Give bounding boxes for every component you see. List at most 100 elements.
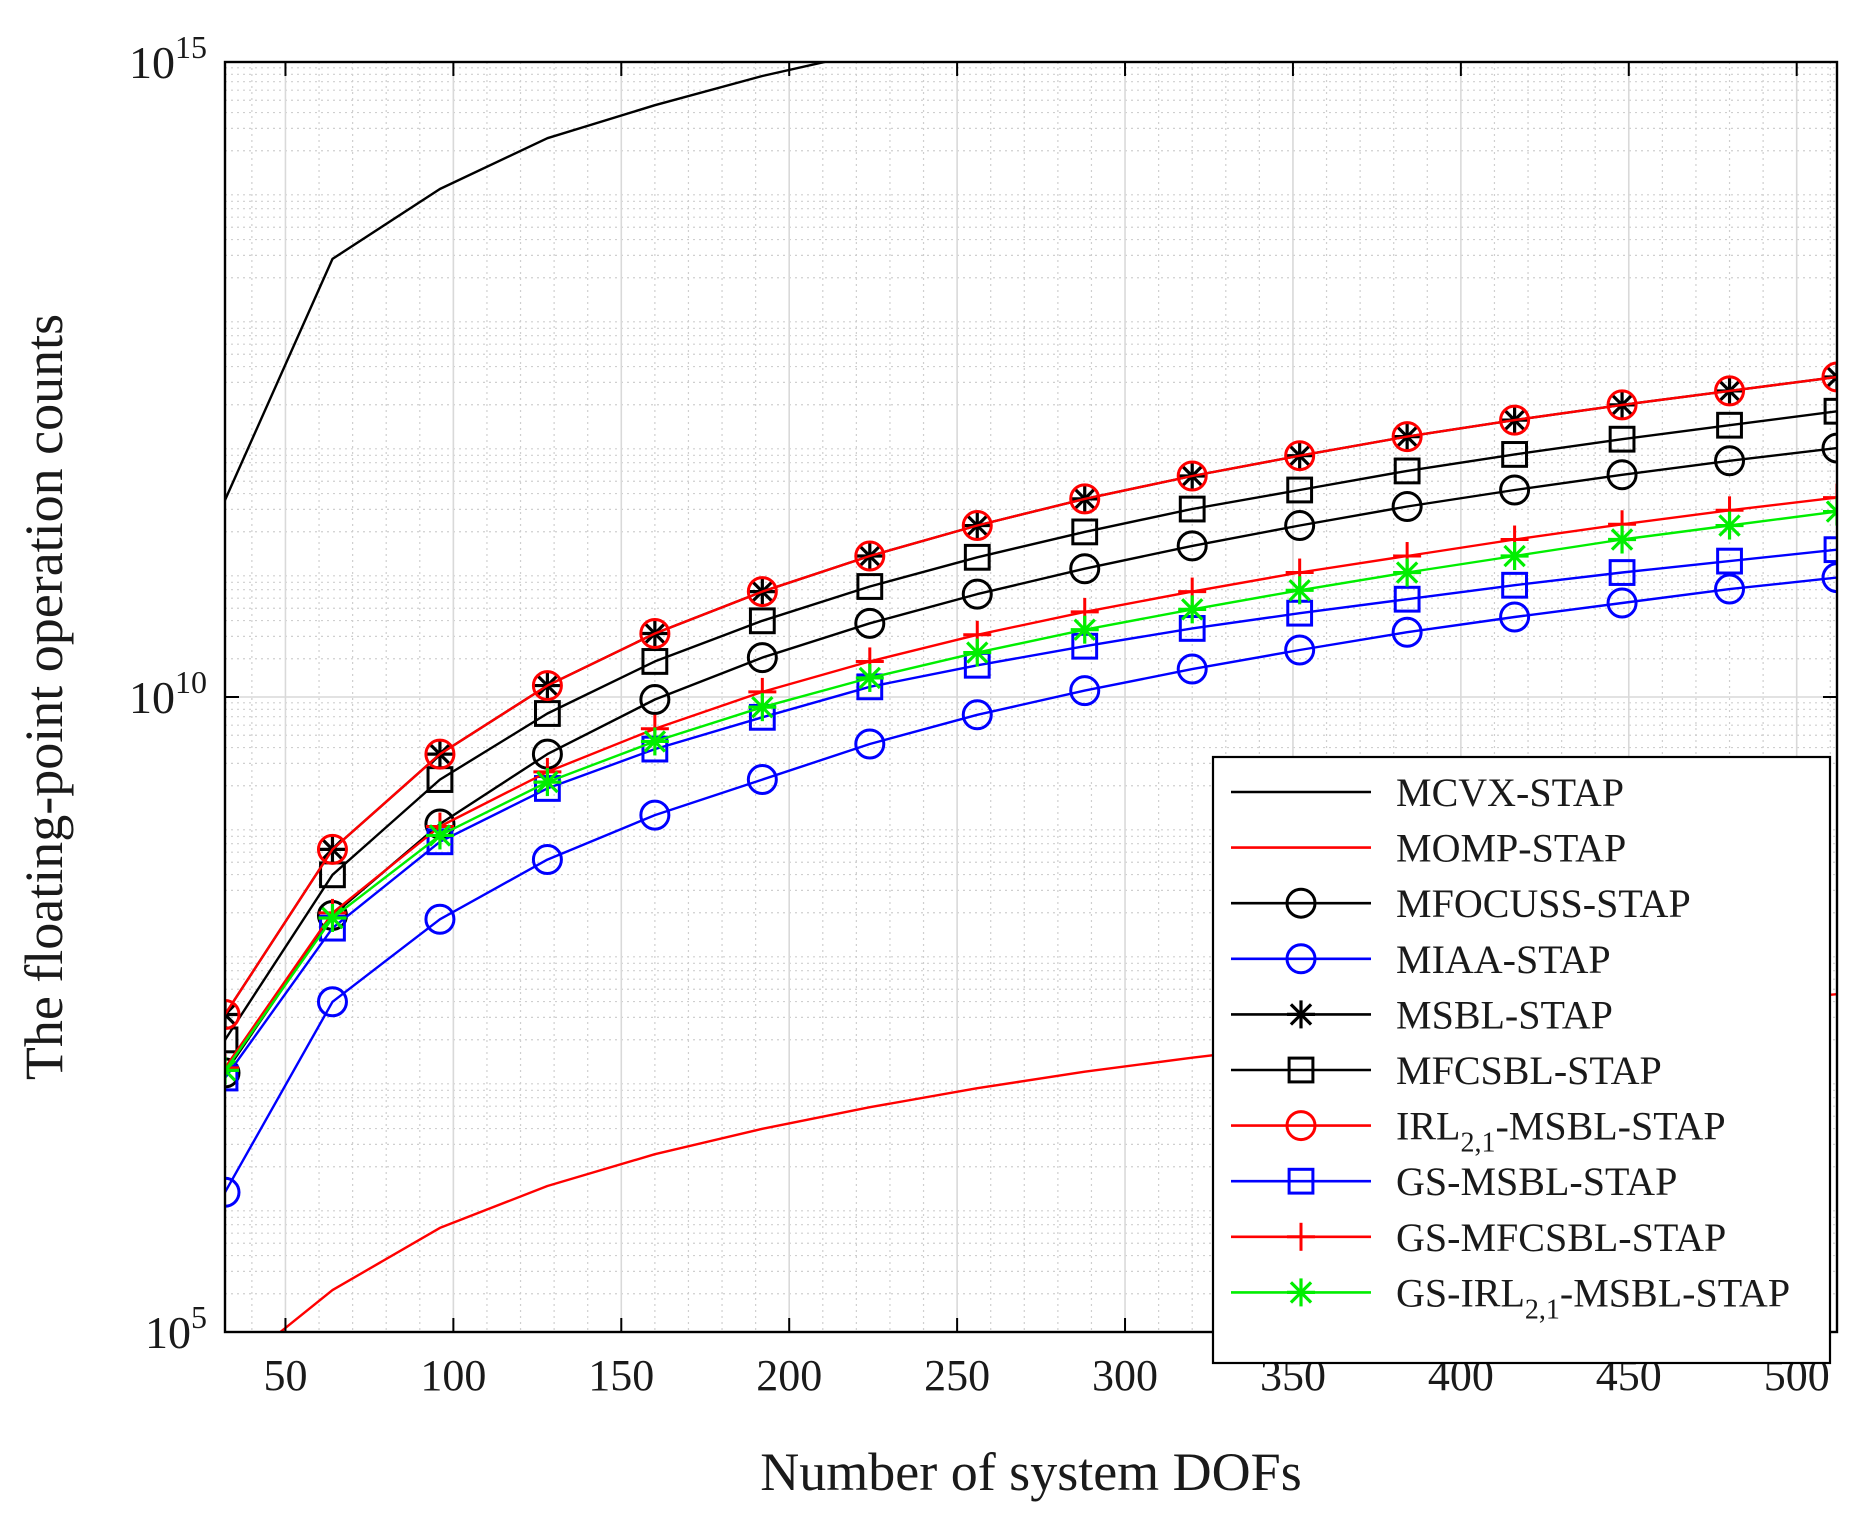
marker-square bbox=[1608, 559, 1636, 586]
marker-circle bbox=[639, 618, 671, 649]
legend-item: MFOCUSS-STAP bbox=[1231, 881, 1691, 926]
x-tick-label: 100 bbox=[420, 1351, 486, 1400]
marker-circle bbox=[1069, 553, 1101, 585]
legend-box bbox=[1211, 755, 1832, 1365]
marker-star bbox=[1823, 497, 1837, 526]
marker-square bbox=[1287, 1056, 1315, 1084]
marker-circle bbox=[1606, 389, 1638, 421]
marker-star bbox=[225, 1000, 239, 1029]
marker-star bbox=[1287, 1278, 1315, 1307]
marker-square bbox=[1608, 425, 1636, 453]
marker-circle bbox=[1499, 404, 1531, 436]
marker-square bbox=[1501, 441, 1528, 468]
series-line-gs-irl2-1-msbl-stap bbox=[225, 510, 1837, 1072]
series-irl2-1-msbl-stap bbox=[225, 361, 1837, 1030]
marker-star bbox=[533, 768, 562, 797]
legend-label: MIAA-STAP bbox=[1396, 937, 1611, 982]
marker-star bbox=[1285, 576, 1314, 605]
marker-circle bbox=[961, 578, 993, 610]
marker-circle bbox=[316, 986, 348, 1018]
marker-circle bbox=[961, 699, 993, 731]
marker-circle bbox=[1176, 530, 1208, 562]
marker-circle bbox=[1821, 432, 1837, 464]
marker-plus bbox=[1287, 1222, 1315, 1251]
marker-square bbox=[748, 607, 776, 635]
marker-square bbox=[1393, 457, 1421, 485]
marker-circle bbox=[1284, 440, 1316, 472]
marker-square bbox=[856, 573, 884, 600]
legend-item: MIAA-STAP bbox=[1231, 937, 1611, 982]
marker-circle bbox=[531, 670, 563, 702]
series-line-mfcsbl-stap bbox=[225, 410, 1837, 1041]
marker-star bbox=[748, 693, 777, 722]
marker-star bbox=[1287, 1000, 1315, 1029]
marker-square bbox=[1287, 1167, 1315, 1195]
legend-label: MOMP-STAP bbox=[1396, 826, 1626, 871]
marker-square bbox=[1501, 571, 1528, 599]
marker-circle bbox=[961, 510, 993, 542]
marker-square bbox=[1178, 495, 1206, 523]
marker-circle bbox=[1499, 474, 1531, 506]
marker-circle bbox=[746, 642, 778, 674]
marker-star bbox=[1070, 615, 1099, 644]
marker-square bbox=[963, 543, 991, 571]
legend-item: MSBL-STAP bbox=[1231, 992, 1613, 1037]
y-tick-label: 1010 bbox=[129, 664, 207, 723]
legend-item: GS-MSBL-STAP bbox=[1231, 1159, 1677, 1204]
marker-circle bbox=[225, 1176, 241, 1208]
marker-circle bbox=[1285, 1110, 1317, 1142]
marker-circle bbox=[1176, 460, 1208, 492]
x-tick-label: 200 bbox=[756, 1351, 822, 1400]
legend-label: MSBL-STAP bbox=[1396, 992, 1613, 1037]
marker-circle bbox=[1606, 587, 1638, 619]
x-tick-labels: 50 100 150 200 250 300 350 400 450 500 bbox=[263, 62, 1830, 1400]
marker-circle bbox=[1284, 510, 1316, 542]
marker-circle bbox=[424, 738, 456, 770]
legend-label: GS-MSBL-STAP bbox=[1396, 1159, 1677, 1204]
marker-plus bbox=[225, 1053, 239, 1082]
marker-star bbox=[1393, 558, 1422, 587]
marker-circle bbox=[1391, 616, 1423, 648]
series-gs-mfcsbl-stap bbox=[225, 483, 1837, 1082]
legend: MCVX-STAP MOMP-STAP MFOCUSS-STAP MIAA-STAP M… bbox=[1211, 755, 1832, 1365]
marker-circle bbox=[639, 684, 671, 716]
marker-circle bbox=[1714, 375, 1746, 407]
marker-circle bbox=[1499, 601, 1531, 633]
marker-star bbox=[425, 821, 454, 850]
marker-circle bbox=[1821, 361, 1837, 393]
series-line-gs-mfcsbl-stap bbox=[225, 496, 1837, 1069]
marker-circle bbox=[746, 764, 778, 796]
marker-square bbox=[534, 700, 561, 727]
marker-circle bbox=[1391, 491, 1423, 522]
marker-square bbox=[1393, 585, 1421, 613]
x-tick-label: 300 bbox=[1092, 1351, 1158, 1400]
marker-circle bbox=[639, 799, 671, 831]
marker-square bbox=[1286, 476, 1314, 504]
marker-circle bbox=[316, 833, 348, 865]
x-tick-label: 50 bbox=[263, 1351, 307, 1400]
marker-circle bbox=[1821, 562, 1837, 594]
marker-circle bbox=[1606, 459, 1638, 491]
marker-square bbox=[641, 648, 669, 675]
legend-item: GS-MFCSBL-STAP bbox=[1231, 1215, 1726, 1260]
series-line-miaa-stap bbox=[225, 576, 1837, 1193]
marker-circle bbox=[1391, 421, 1423, 453]
legend-item: MFCSBL-STAP bbox=[1231, 1048, 1662, 1093]
marker-square bbox=[1071, 518, 1099, 546]
series-line-irl2-1-msbl-stap bbox=[225, 375, 1837, 1016]
y-axis-label: The floating-point operation counts bbox=[14, 314, 74, 1080]
marker-star bbox=[1715, 511, 1744, 540]
marker-circle bbox=[531, 844, 563, 876]
legend-label: MCVX-STAP bbox=[1396, 770, 1624, 815]
marker-star bbox=[1500, 542, 1529, 571]
legend-label: MFCSBL-STAP bbox=[1396, 1048, 1662, 1093]
marker-star bbox=[1823, 362, 1837, 391]
series-mfocuss-stap bbox=[225, 432, 1837, 1089]
marker-circle bbox=[746, 576, 778, 608]
marker-circle bbox=[1069, 483, 1101, 515]
marker-circle bbox=[1714, 445, 1746, 477]
marker-star bbox=[855, 663, 884, 692]
legend-label: GS-MFCSBL-STAP bbox=[1396, 1215, 1726, 1260]
legend-label: MFOCUSS-STAP bbox=[1396, 881, 1691, 926]
marker-circle bbox=[225, 999, 241, 1030]
